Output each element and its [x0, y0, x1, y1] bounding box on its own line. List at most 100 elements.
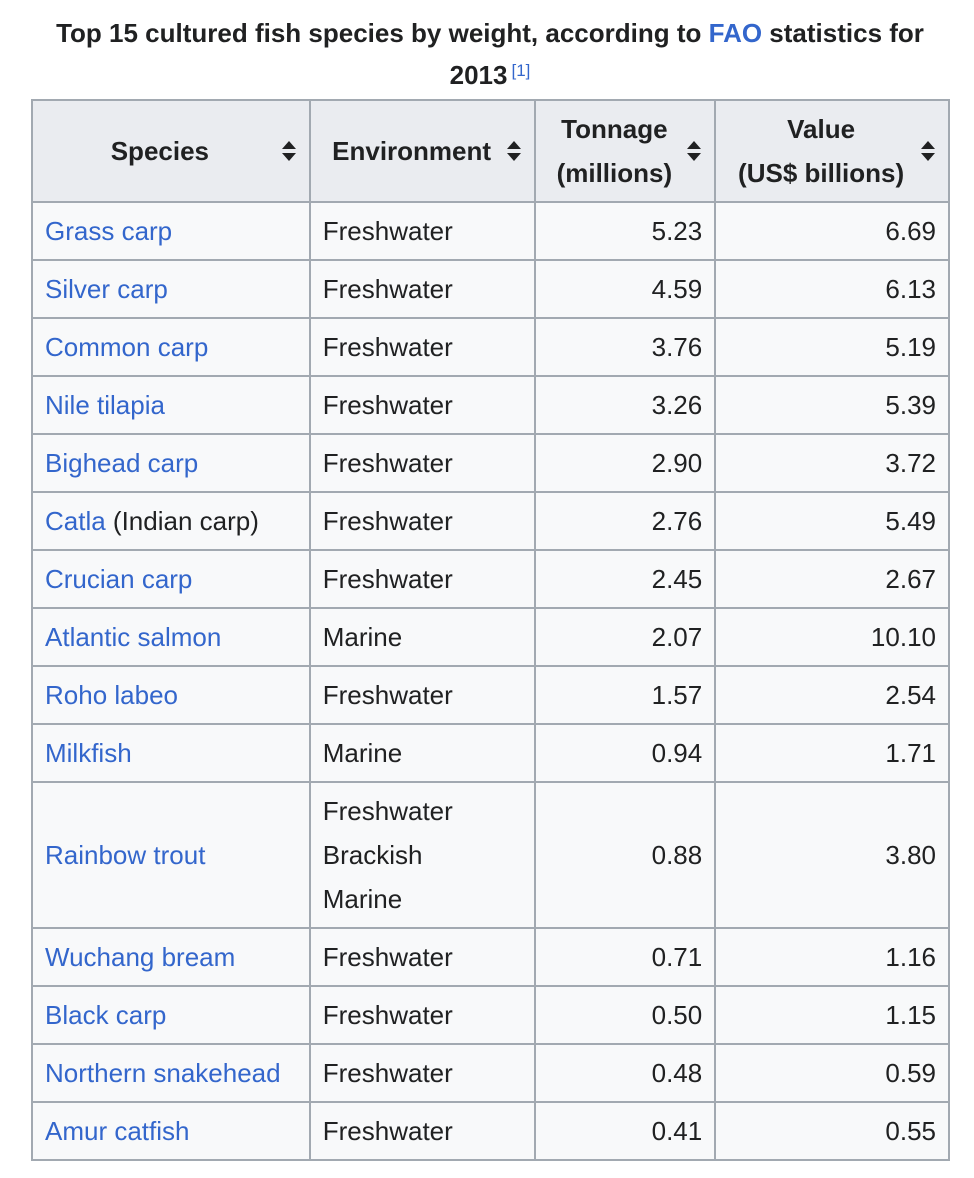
species-link[interactable]: Wuchang bream: [45, 942, 236, 972]
species-link[interactable]: Grass carp: [45, 216, 173, 246]
caption-text-after: statistics for 2013: [449, 18, 924, 90]
table-row: Black carp Freshwater 0.50 1.15: [31, 985, 950, 1045]
value-cell: 1.15: [714, 985, 950, 1045]
column-header-environment-label: Environment: [332, 136, 492, 166]
caption-text-before: Top 15 cultured fish species by weight, …: [56, 18, 709, 48]
species-link[interactable]: Roho labeo: [45, 680, 178, 710]
value-cell: 1.16: [714, 927, 950, 987]
table-row: Catla (Indian carp) Freshwater 2.76 5.49: [31, 491, 950, 551]
column-header-value[interactable]: Value (US$ billions): [714, 99, 950, 203]
environment-value: Marine: [322, 622, 403, 652]
species-link[interactable]: Nile tilapia: [45, 390, 165, 420]
environment-cell: Freshwater: [308, 491, 537, 551]
species-cell: Milkfish: [31, 723, 311, 783]
table-row: Northern snakehead Freshwater 0.48 0.59: [31, 1043, 950, 1103]
table-row: Nile tilapia Freshwater 3.26 5.39: [31, 375, 950, 435]
environment-value: Marine: [322, 884, 403, 914]
value-cell: 3.80: [714, 781, 950, 929]
species-cell: Bighead carp: [31, 433, 311, 493]
species-link[interactable]: Milkfish: [45, 738, 132, 768]
sort-arrows-icon[interactable]: [686, 140, 702, 162]
environment-cell: Freshwater: [308, 317, 537, 377]
environment-cell: Freshwater: [308, 201, 537, 261]
table-row: Amur catfish Freshwater 0.41 0.55: [31, 1101, 950, 1161]
table-row: Silver carp Freshwater 4.59 6.13: [31, 259, 950, 319]
tonnage-cell: 5.23: [534, 201, 717, 261]
column-header-species-label: Species: [110, 136, 210, 166]
column-header-environment[interactable]: Environment: [308, 99, 537, 203]
species-link[interactable]: Black carp: [45, 1000, 167, 1030]
column-header-value-label: Value: [787, 114, 856, 144]
column-header-value-unit: (US$ billions): [738, 158, 905, 188]
tonnage-cell: 4.59: [534, 259, 717, 319]
species-link[interactable]: Rainbow trout: [45, 840, 206, 870]
environment-value: Freshwater: [322, 564, 453, 594]
table-body: Grass carp Freshwater 5.23 6.69 Silver carp F…: [31, 201, 950, 1161]
column-header-tonnage-unit: (millions): [556, 158, 673, 188]
environment-value: Brackish: [322, 840, 423, 870]
environment-value: Freshwater: [322, 1116, 453, 1146]
environment-value: Freshwater: [322, 506, 453, 536]
environment-cell: Freshwater: [308, 259, 537, 319]
species-cell: Grass carp: [31, 201, 311, 261]
environment-cell: Freshwater: [308, 433, 537, 493]
value-cell: 5.19: [714, 317, 950, 377]
sort-arrows-icon[interactable]: [281, 140, 297, 162]
environment-value: Freshwater: [322, 1000, 453, 1030]
table-row: Wuchang bream Freshwater 0.71 1.16: [31, 927, 950, 987]
value-cell: 10.10: [714, 607, 950, 667]
value-cell: 0.55: [714, 1101, 950, 1161]
environment-value: Freshwater: [322, 274, 453, 304]
value-cell: 6.69: [714, 201, 950, 261]
species-link[interactable]: Common carp: [45, 332, 209, 362]
environment-value: Freshwater: [322, 680, 453, 710]
species-cell: Atlantic salmon: [31, 607, 311, 667]
environment-cell: Freshwater Brackish Marine: [308, 781, 537, 929]
environment-cell: Freshwater: [308, 549, 537, 609]
environment-value: Freshwater: [322, 448, 453, 478]
species-cell: Rainbow trout: [31, 781, 311, 929]
sort-arrows-icon[interactable]: [506, 140, 522, 162]
table-row: Grass carp Freshwater 5.23 6.69: [31, 201, 950, 261]
tonnage-cell: 2.90: [534, 433, 717, 493]
species-link[interactable]: Catla: [45, 506, 106, 536]
species-link[interactable]: Amur catfish: [45, 1116, 190, 1146]
reference-link[interactable]: [1]: [511, 61, 531, 80]
value-cell: 2.67: [714, 549, 950, 609]
tonnage-cell: 0.50: [534, 985, 717, 1045]
species-link[interactable]: Atlantic salmon: [45, 622, 222, 652]
tonnage-cell: 0.94: [534, 723, 717, 783]
fao-link[interactable]: FAO: [708, 18, 763, 48]
species-note: (Indian carp): [105, 506, 259, 536]
column-header-tonnage[interactable]: Tonnage (millions): [534, 99, 717, 203]
tonnage-cell: 3.76: [534, 317, 717, 377]
column-header-species[interactable]: Species: [31, 99, 311, 203]
tonnage-cell: 0.41: [534, 1101, 717, 1161]
species-link[interactable]: Crucian carp: [45, 564, 193, 594]
species-cell: Silver carp: [31, 259, 311, 319]
species-cell: Catla (Indian carp): [31, 491, 311, 551]
sort-arrows-icon[interactable]: [920, 140, 936, 162]
tonnage-cell: 2.76: [534, 491, 717, 551]
table-row: Common carp Freshwater 3.76 5.19: [31, 317, 950, 377]
species-cell: Northern snakehead: [31, 1043, 311, 1103]
species-link[interactable]: Northern snakehead: [45, 1058, 281, 1088]
table-row: Roho labeo Freshwater 1.57 2.54: [31, 665, 950, 725]
value-cell: 1.71: [714, 723, 950, 783]
environment-value: Freshwater: [322, 332, 453, 362]
column-header-tonnage-label: Tonnage: [561, 114, 668, 144]
value-cell: 6.13: [714, 259, 950, 319]
species-link[interactable]: Silver carp: [45, 274, 168, 304]
species-cell: Roho labeo: [31, 665, 311, 725]
table-row: Milkfish Marine 0.94 1.71: [31, 723, 950, 783]
tonnage-cell: 0.71: [534, 927, 717, 987]
tonnage-cell: 3.26: [534, 375, 717, 435]
environment-cell: Freshwater: [308, 985, 537, 1045]
value-cell: 0.59: [714, 1043, 950, 1103]
tonnage-cell: 2.45: [534, 549, 717, 609]
species-cell: Crucian carp: [31, 549, 311, 609]
tonnage-cell: 0.88: [534, 781, 717, 929]
species-cell: Nile tilapia: [31, 375, 311, 435]
species-link[interactable]: Bighead carp: [45, 448, 199, 478]
species-cell: Common carp: [31, 317, 311, 377]
